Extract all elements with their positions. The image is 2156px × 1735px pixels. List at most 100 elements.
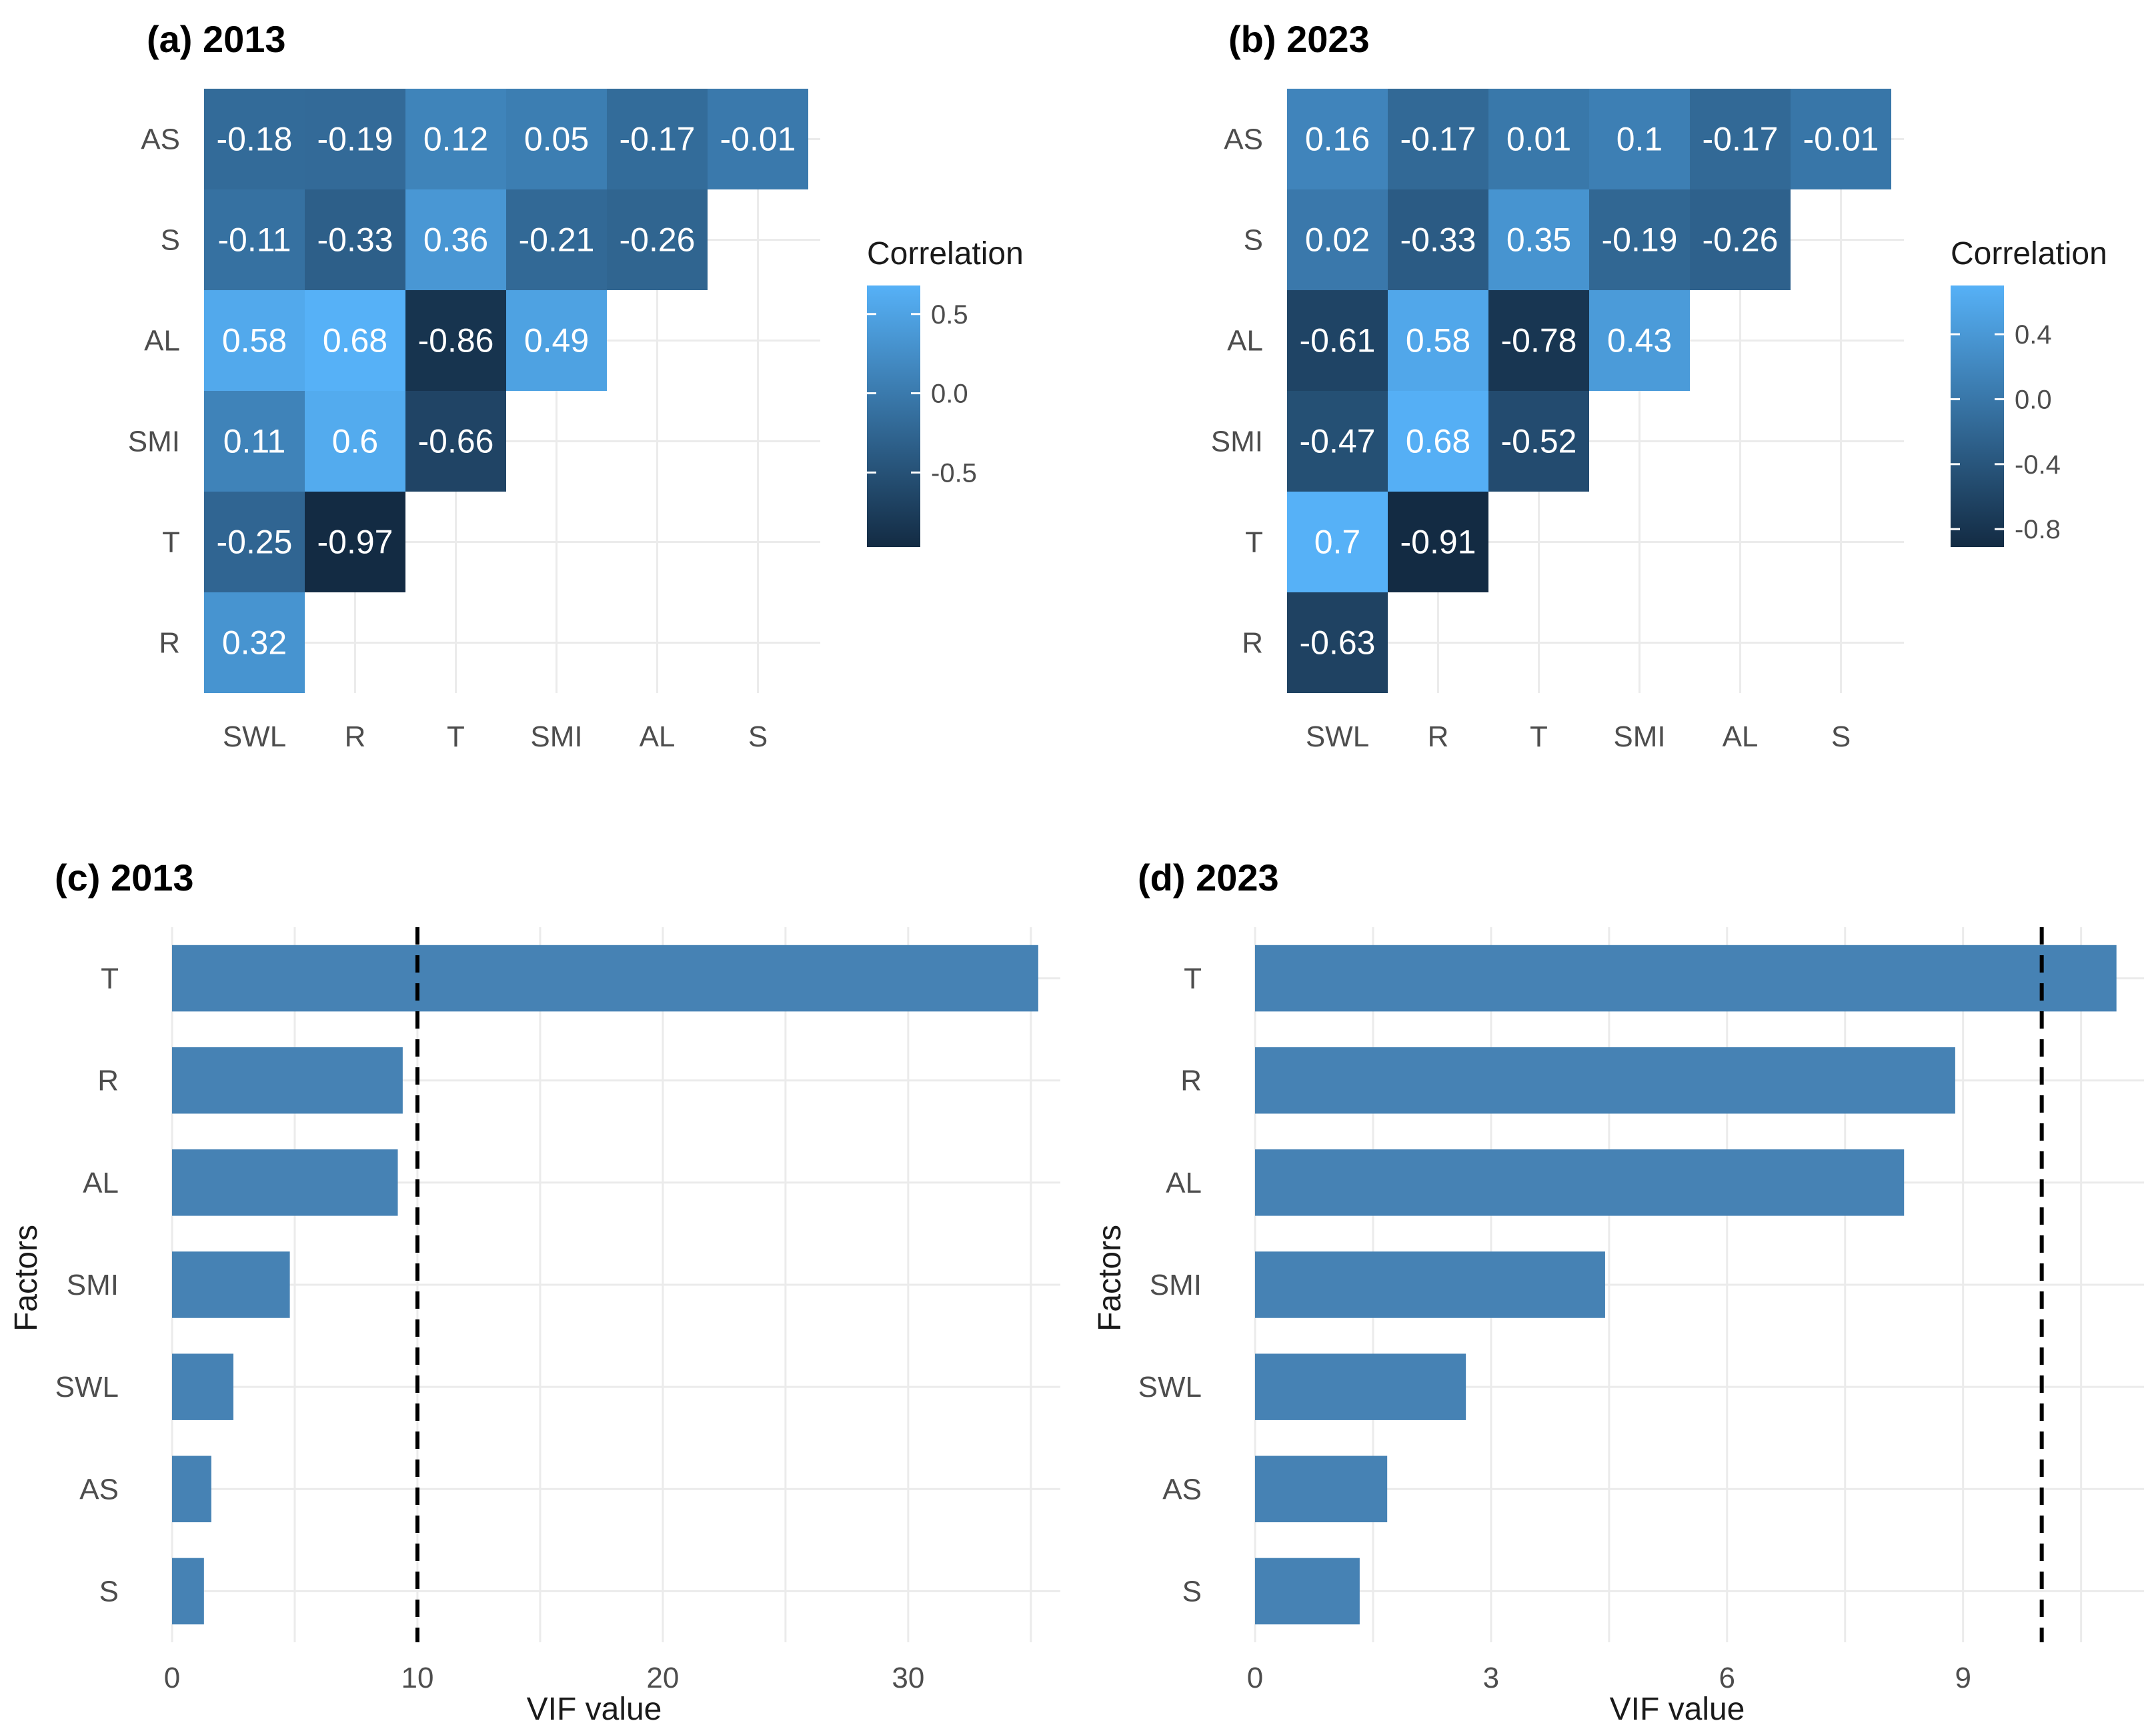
x-tick-label: 0 [164,1662,180,1694]
panel-d-x-axis-title: VIF value [1610,1692,1745,1727]
y-tick-label: T [1184,963,1202,995]
colorbar-tick-label: 0.4 [2015,320,2052,350]
y-tick-label: AL [83,1167,119,1199]
heatmap-cell-label: 0.58 [222,322,287,360]
y-tick-label: R [1180,1065,1202,1097]
heatmap-cell-label: -0.47 [1300,423,1376,460]
panel-c-bars [172,945,1038,1625]
x-tick-label: 20 [646,1662,679,1694]
panel-b-y-ticks: AS S AL SMI T R [1211,123,1263,660]
panel-d-vif-bars: (d) 2023 0 3 6 9 T R AL SMI SWL AS S VIF value Fa… [1092,856,2144,1727]
heatmap-cell-label: -0.66 [418,423,494,460]
heatmap-cell [1589,290,1690,391]
x-tick-label: S [748,720,768,753]
y-tick-label: T [101,963,119,995]
heatmap-cell [204,592,305,693]
heatmap-cell [1287,89,1388,189]
heatmap-cell-label: 0.12 [423,121,488,158]
panel-d-y-axis-title: Factors [1092,1225,1128,1331]
panel-a-legend-title: Correlation [867,236,1024,271]
panel-a-x-ticks: SWL R T SMI AL S [223,720,768,753]
heatmap-cell [1589,189,1690,290]
heatmap-cell [1488,290,1589,391]
panel-b-colorbar [1951,285,2004,547]
panel-b-x-ticks: SWL R T SMI AL S [1306,720,1851,753]
x-tick-label: R [345,720,366,753]
heatmap-cell-label: 0.1 [1616,121,1663,158]
vif-bar [172,1251,290,1318]
heatmap-cell [607,89,708,189]
panel-b-cells: 0.16 -0.17 0.01 0.1 -0.17 -0.010.02 -0.33 0.35-… [1287,89,1891,693]
heatmap-cell-label: -0.19 [317,121,393,158]
heatmap-cell [1488,391,1589,492]
y-tick-label: SMI [1150,1269,1202,1301]
vif-bar [1255,1353,1466,1420]
heatmap-cell-label: 0.36 [423,221,488,259]
heatmap-cell-label: -0.26 [620,221,696,259]
vif-bar [172,1456,211,1523]
y-tick-label: SWL [55,1371,119,1403]
y-tick-label: S [99,1575,119,1608]
x-tick-label: SWL [223,720,286,753]
heatmap-cell-label: -0.97 [317,524,393,561]
colorbar-tick-label: 0.0 [2015,385,2052,414]
heatmap-cell-label: -0.17 [620,121,696,158]
panel-a-colorbar-ticks: 0.5 0.0 -0.5 [867,300,977,488]
heatmap-cell-label: -0.86 [418,322,494,360]
heatmap-cell-label: -0.52 [1501,423,1577,460]
panel-c-y-axis-title: Factors [9,1225,44,1331]
heatmap-cell [204,492,305,592]
colorbar-tick-label: -0.4 [2015,450,2061,480]
x-tick-label: AL [640,720,676,753]
heatmap-cell [204,89,305,189]
heatmap-cell-label: -0.61 [1300,322,1376,360]
x-tick-label: AL [1723,720,1759,753]
x-tick-label: R [1428,720,1449,753]
vif-bar [172,1353,233,1420]
heatmap-cell-label: -0.17 [1703,121,1779,158]
heatmap-cell-label: -0.11 [217,221,291,259]
y-tick-label: SMI [67,1269,119,1301]
heatmap-cell [1287,592,1388,693]
panel-c-vif-bars: (c) 2013 0 10 20 30 T R AL SMI SWL AS S VIF value… [9,856,1060,1727]
x-tick-label: 6 [1719,1662,1735,1694]
heatmap-cell [1287,391,1388,492]
heatmap-cell [405,89,506,189]
colorbar-tick-label: -0.5 [931,458,977,488]
panel-b-legend-title: Correlation [1951,236,2107,271]
panel-a-y-ticks: AS S AL SMI T R [128,123,180,660]
heatmap-cell-label: -0.33 [1400,221,1476,259]
colorbar-tick-label: 0.5 [931,300,968,330]
x-tick-label: 30 [892,1662,924,1694]
y-tick-label: T [1245,526,1263,559]
colorbar-tick-label: 0.0 [931,380,968,409]
heatmap-cell [305,89,405,189]
panel-b-title: (b) 2023 [1228,18,1370,60]
y-tick-label: AS [1224,123,1263,156]
vif-bar [172,1149,398,1216]
heatmap-cell-label: -0.01 [1803,121,1879,158]
heatmap-cell [1388,492,1488,592]
y-tick-label: AS [1162,1473,1202,1506]
vif-bar [1255,1047,1955,1114]
vif-bar [172,1558,204,1625]
panel-d-y-ticks: T R AL SMI SWL AS S [1138,963,1202,1608]
panel-c-title: (c) 2013 [55,856,194,899]
heatmap-cell [204,290,305,391]
heatmap-cell-label: -0.17 [1400,121,1476,158]
heatmap-cell [405,290,506,391]
heatmap-cell-label: 0.16 [1305,121,1370,158]
heatmap-cell-label: 0.7 [1314,524,1361,561]
heatmap-cell-label: -0.26 [1703,221,1779,259]
panel-c-y-ticks: T R AL SMI SWL AS S [55,963,119,1608]
y-tick-label: AS [79,1473,119,1506]
heatmap-cell-label: -0.19 [1602,221,1678,259]
panel-a-colorbar [867,285,920,547]
x-tick-label: S [1831,720,1851,753]
panel-b-colorbar-ticks: 0.4 0.0 -0.4 -0.8 [1951,320,2061,544]
heatmap-cell-label: -0.25 [217,524,293,561]
heatmap-cell-label: -0.01 [720,121,796,158]
x-tick-label: SMI [1613,720,1665,753]
heatmap-cell-label: 0.58 [1406,322,1470,360]
heatmap-cell [1488,89,1589,189]
